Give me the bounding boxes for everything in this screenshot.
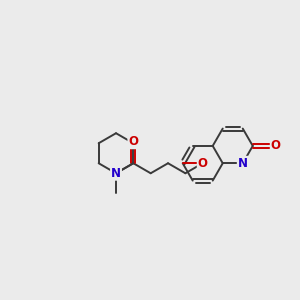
Text: O: O <box>128 135 138 148</box>
Text: N: N <box>238 157 248 170</box>
Text: O: O <box>198 157 208 170</box>
Text: O: O <box>271 140 281 152</box>
Text: N: N <box>111 167 121 180</box>
